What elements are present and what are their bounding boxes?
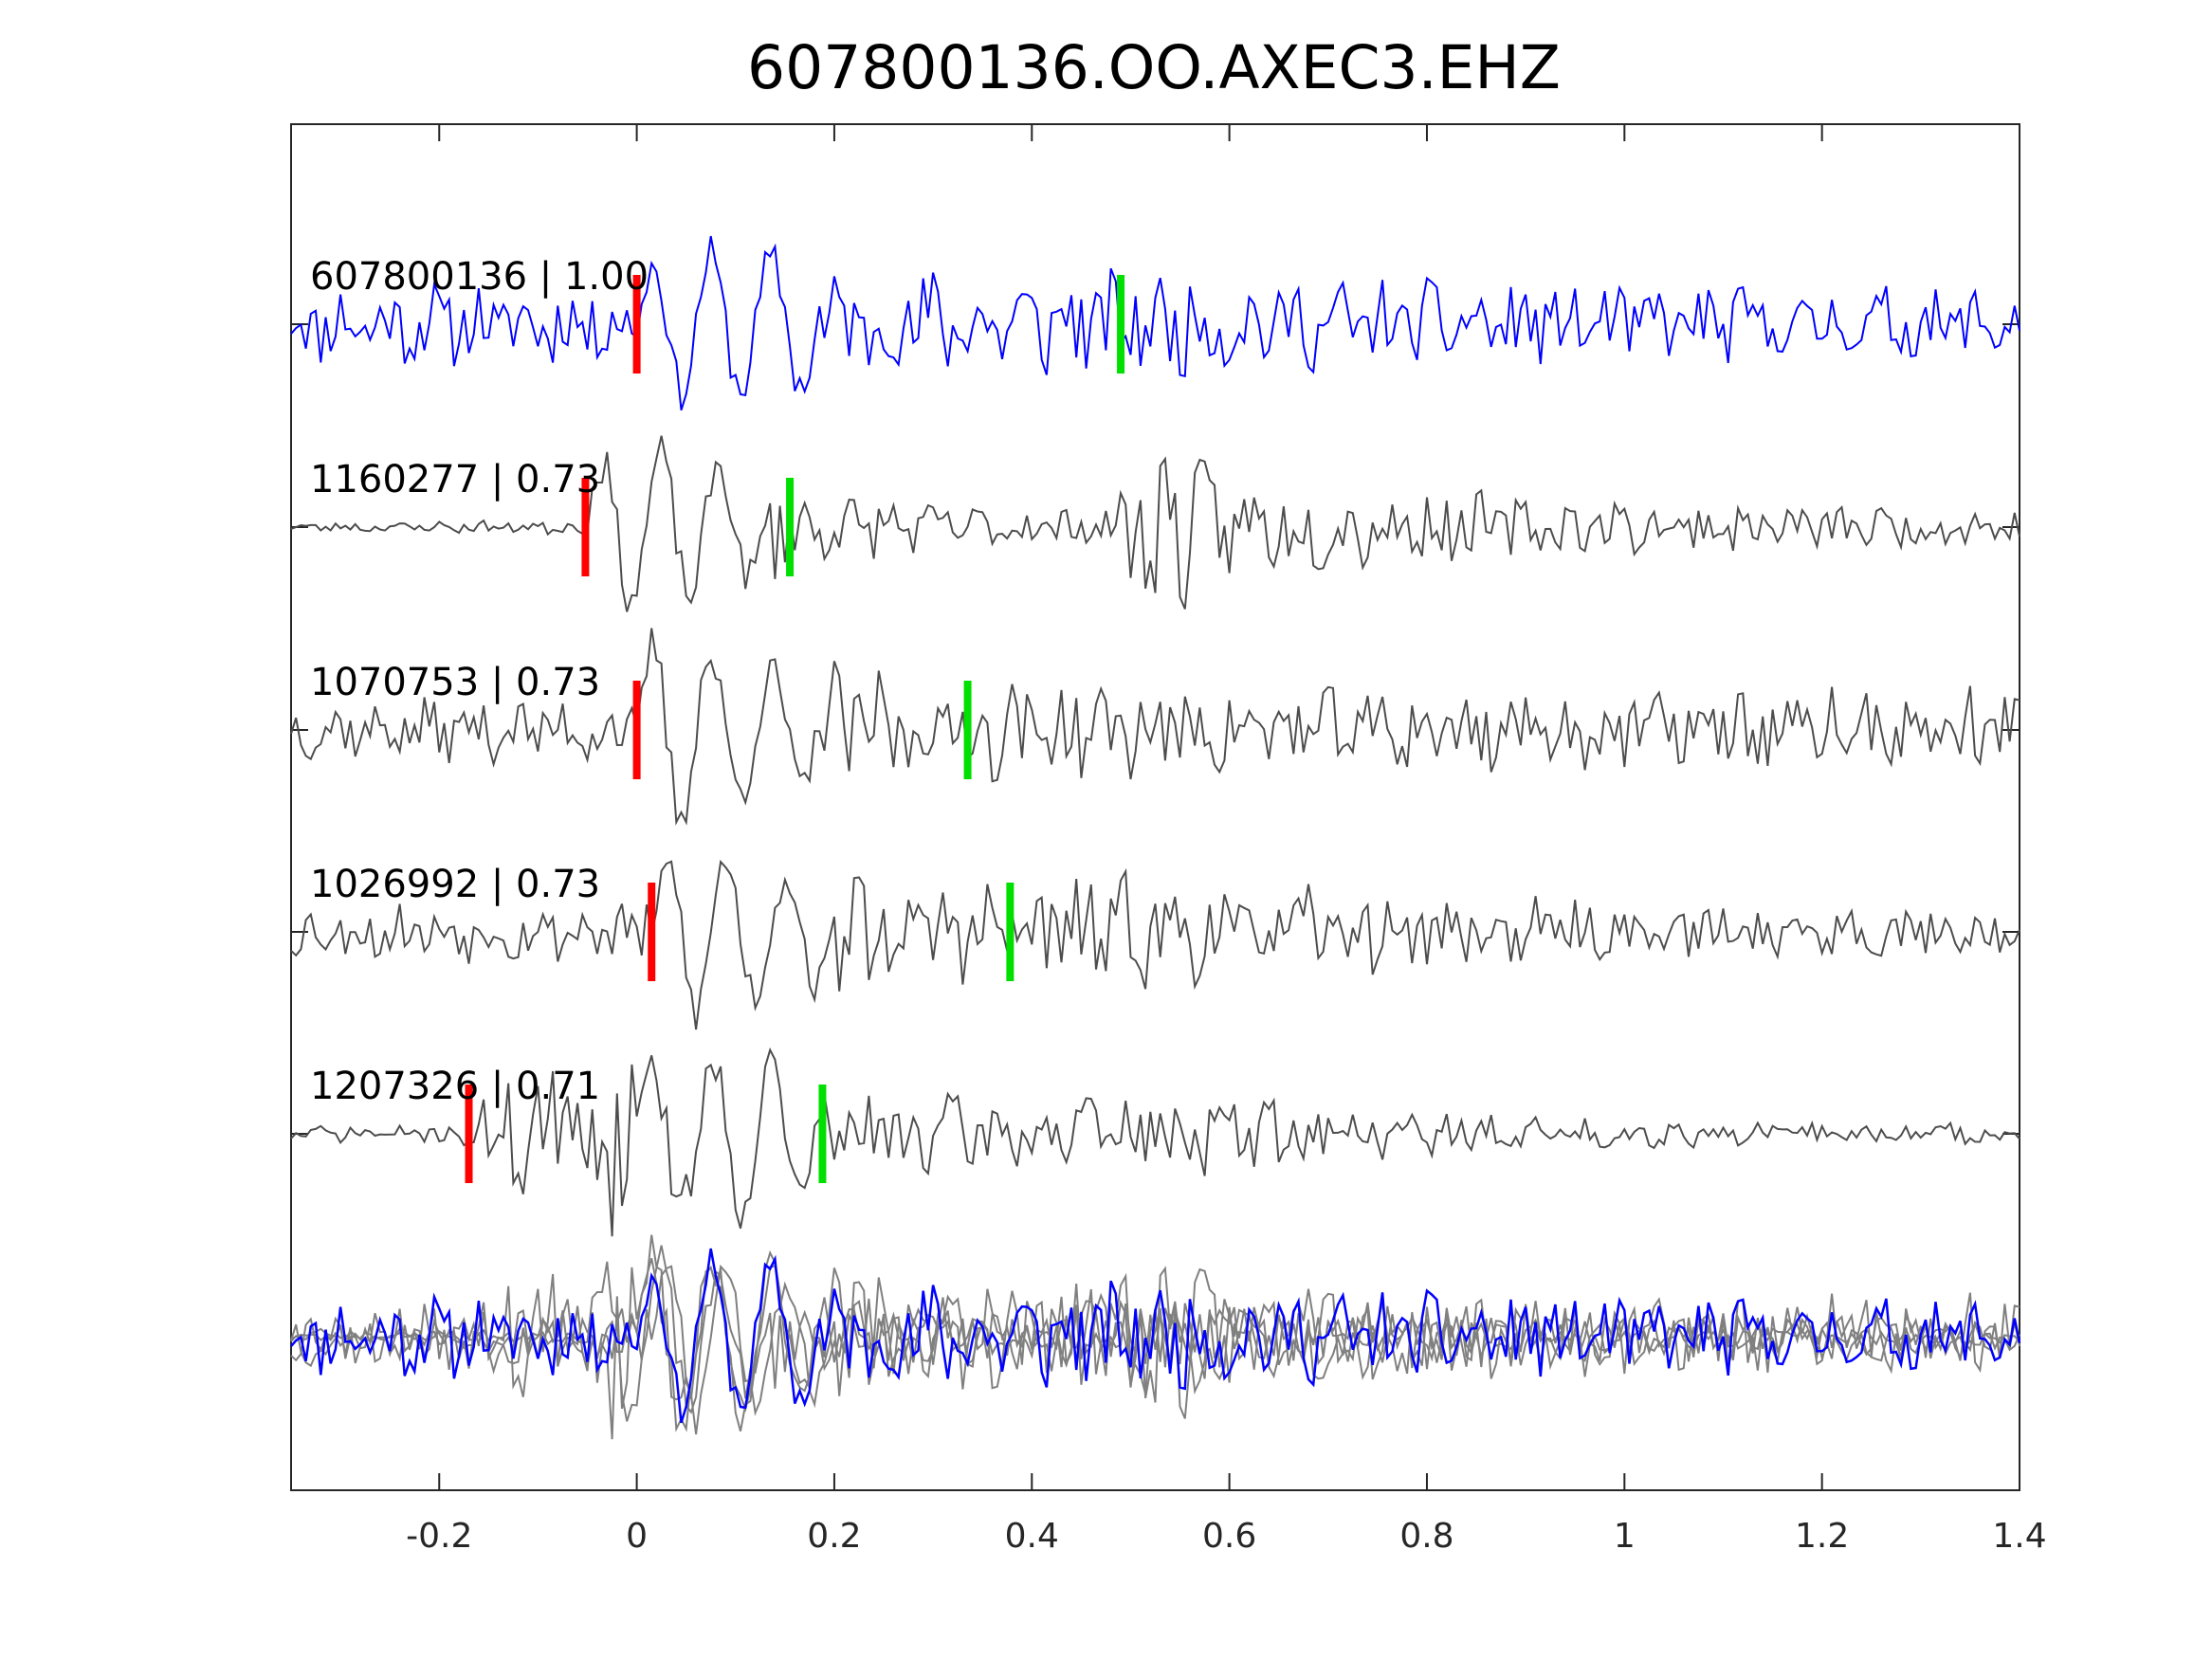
waveform-trace (290, 435, 2020, 612)
x-tick-label: 1.2 (1795, 1517, 1849, 1556)
trace-labels: 607800136 | 1.00 1160277 | 0.73 1070753 | … (310, 255, 649, 1108)
trace-stack (290, 235, 2020, 1237)
trace-label: 1070753 | 0.73 (310, 661, 600, 704)
waveform-trace (290, 859, 2020, 1030)
trace-label: 607800136 | 1.00 (310, 255, 649, 299)
trace-label: 1207326 | 0.71 (310, 1065, 600, 1108)
x-tick-label: 0.4 (1005, 1517, 1059, 1556)
overlay-template-trace (290, 1248, 2021, 1424)
overlay-stack (290, 1234, 2021, 1440)
x-tick-label: 1 (1614, 1517, 1636, 1556)
x-tick-label: 0.2 (807, 1517, 861, 1556)
x-tick-label: -0.2 (406, 1517, 472, 1556)
x-tick-label: 1.4 (1992, 1517, 2046, 1556)
waveform-trace (290, 235, 2020, 410)
waveform-trace (290, 628, 2020, 826)
plot-area: -0.2 0 0.2 0.4 0.6 0.8 1 1.2 1.4 607800136 | 1.0… (290, 123, 2047, 1556)
overlay-trace (290, 1234, 2020, 1432)
axes-box (290, 123, 2020, 1491)
x-tick-label: 0.6 (1202, 1517, 1256, 1556)
chart-title: 607800136.OO.AXEC3.EHZ (747, 33, 1561, 102)
x-tick-label: 0 (626, 1517, 648, 1556)
trace-label: 1026992 | 0.73 (310, 863, 600, 906)
x-tick-label: 0.8 (1399, 1517, 1453, 1556)
x-axis-ticks: -0.2 0 0.2 0.4 0.6 0.8 1 1.2 1.4 (406, 124, 2047, 1556)
phase-picks (465, 275, 1125, 1183)
waveform-trace (290, 1047, 2020, 1237)
trace-label: 1160277 | 0.73 (310, 458, 600, 501)
